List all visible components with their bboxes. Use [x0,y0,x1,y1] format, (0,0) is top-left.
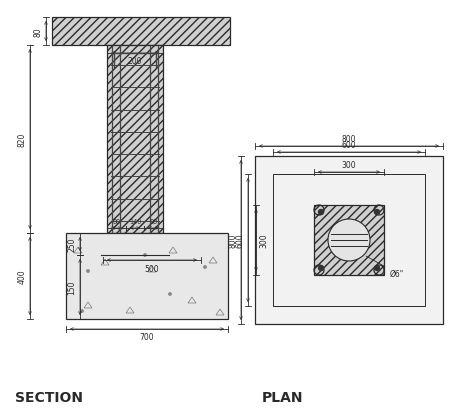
Text: 80: 80 [34,27,43,37]
Text: 400: 400 [18,269,27,284]
Bar [52,18,230,46]
Text: 80: 80 [149,219,157,225]
Bar [314,206,384,275]
Text: 700: 700 [140,333,155,342]
Text: SECTION: SECTION [15,390,83,404]
Text: 300: 300 [342,160,356,169]
Circle shape [374,210,380,215]
Text: Ø6": Ø6" [366,256,404,278]
Text: 800: 800 [342,134,356,143]
Circle shape [319,210,323,215]
Bar [107,46,163,233]
Text: 150: 150 [67,280,76,294]
Bar [255,157,443,324]
Circle shape [169,293,171,295]
Circle shape [319,266,323,271]
Text: 800: 800 [228,233,237,248]
Text: 500: 500 [145,264,159,273]
Text: 140: 140 [129,219,141,225]
Circle shape [204,266,206,268]
Text: 200: 200 [128,57,142,66]
Circle shape [144,254,146,256]
Text: PLAN: PLAN [262,390,303,404]
Text: 820: 820 [18,133,27,147]
Text: 600: 600 [236,233,245,248]
Text: 80: 80 [112,219,120,225]
Text: 250: 250 [67,237,76,252]
Bar [273,175,425,306]
Circle shape [87,270,89,273]
Circle shape [81,310,83,313]
Text: 300: 300 [259,233,268,248]
Circle shape [328,219,370,261]
Circle shape [374,266,380,271]
Bar [66,233,228,319]
Text: 600: 600 [342,140,356,149]
